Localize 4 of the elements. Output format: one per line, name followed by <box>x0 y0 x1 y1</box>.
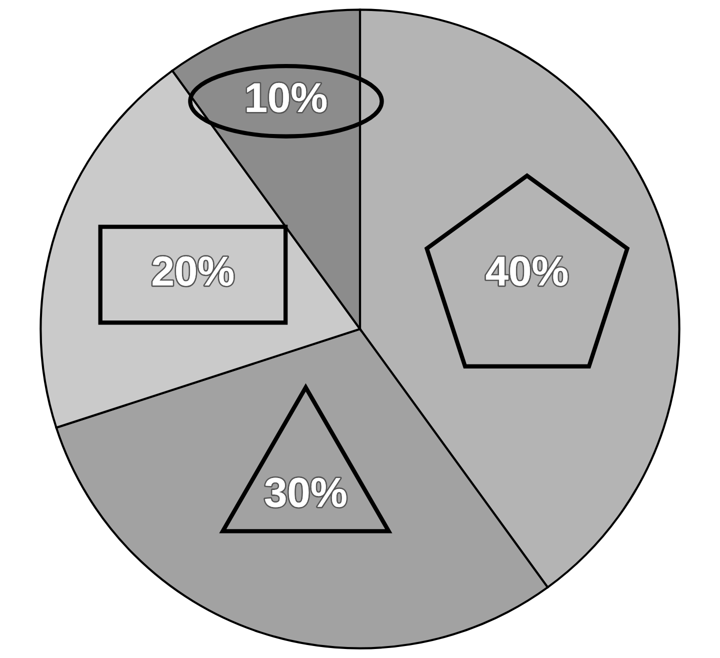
data-label: 20% <box>152 256 234 286</box>
data-label: 40% <box>486 256 568 286</box>
data-label: 10% <box>246 82 327 112</box>
data-label: 30% <box>264 478 346 508</box>
